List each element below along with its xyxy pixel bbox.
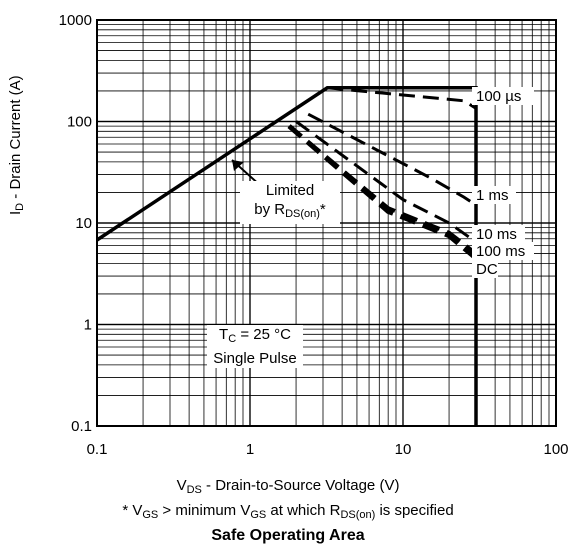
series-label: 10 ms xyxy=(476,226,517,243)
x-tick-label: 0.1 xyxy=(87,441,108,458)
series-label-bg xyxy=(472,87,534,105)
series-1ms xyxy=(307,112,477,207)
curves xyxy=(96,86,478,426)
limited-annotation: Limited by RDS(on)* xyxy=(240,181,340,224)
x-axis-label: VDS - Drain-to-Source Voltage (V) xyxy=(176,477,400,496)
y-tick-label: 1000 xyxy=(59,12,92,29)
x-tick-label: 10 xyxy=(395,441,412,458)
limited-arrowhead xyxy=(232,160,244,171)
series-label: 100 µs xyxy=(476,88,521,105)
series-label-bg xyxy=(472,225,525,243)
chart-title: Safe Operating Area xyxy=(211,527,365,544)
series-label: DC xyxy=(476,261,498,278)
envelope-line xyxy=(96,86,478,426)
series-label-bg xyxy=(472,186,516,204)
y-axis-label: ID - Drain Current (A) xyxy=(7,75,26,215)
footnote: * VGS > minimum VGS at which RDS(on) is … xyxy=(122,502,454,521)
series-label-bg xyxy=(472,260,498,278)
x-tick-label: 100 xyxy=(543,441,568,458)
y-tick-label: 0.1 xyxy=(71,418,92,435)
x-tick-label: 1 xyxy=(246,441,254,458)
series-label: 100 ms xyxy=(476,243,525,260)
series-label: 1 ms xyxy=(476,187,509,204)
tick-labels: 0.1 1 10 100 0.1 1 10 100 1000 xyxy=(59,12,569,458)
y-tick-label: 10 xyxy=(75,215,92,232)
series-100s xyxy=(327,86,477,110)
series-label-bg xyxy=(472,242,534,260)
series-10ms xyxy=(295,120,477,244)
y-tick-label: 1 xyxy=(84,317,92,334)
plot-frame xyxy=(96,19,557,427)
y-tick-label: 100 xyxy=(67,114,92,131)
conditions-annotation: TC = 25 °C Single Pulse xyxy=(207,325,303,368)
